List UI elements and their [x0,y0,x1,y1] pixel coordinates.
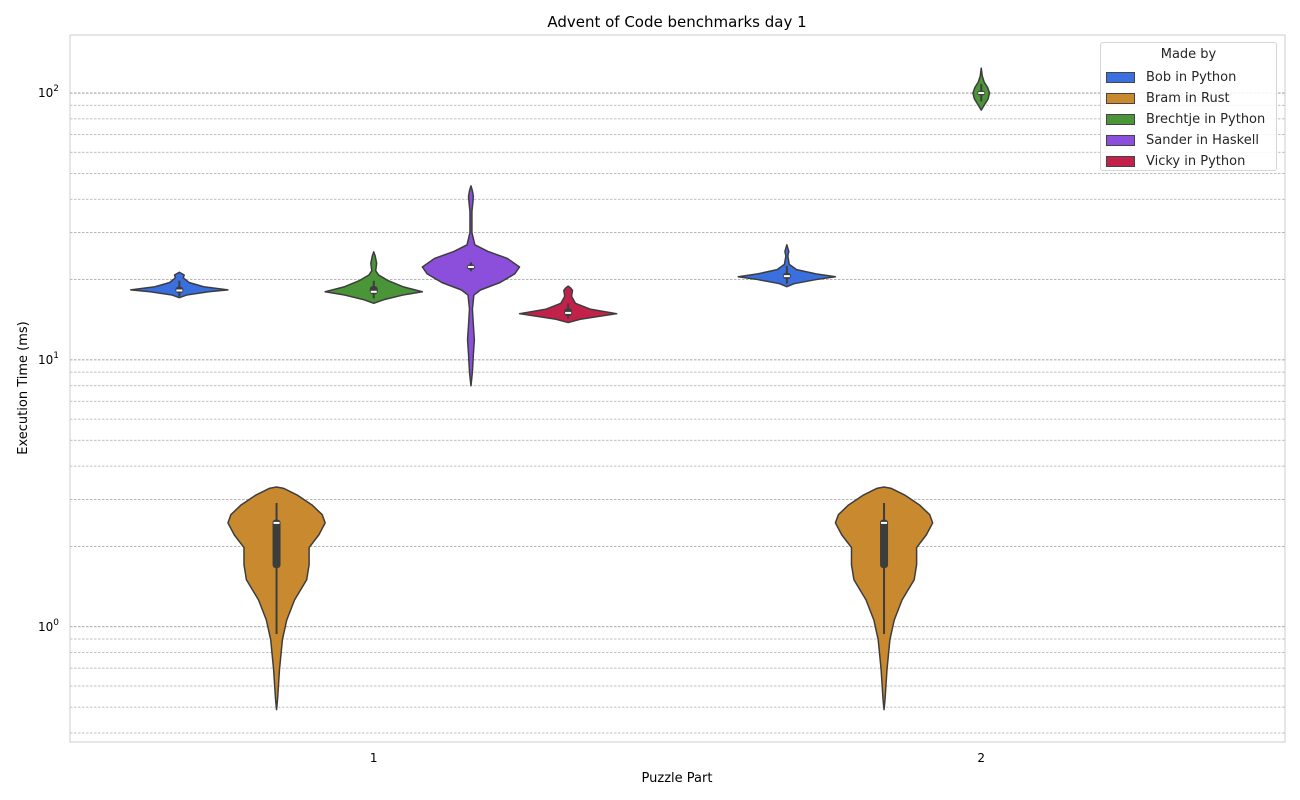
grid-lines [70,92,1285,734]
violin-bob-in-python-part-2 [737,244,837,288]
legend: Made by Bob in Python Bram in Rust Brechtj… [1100,42,1277,171]
violin-median [565,311,572,314]
legend-label: Sander in Haskell [1146,133,1259,148]
violin-bram-in-rust-part-1 [227,486,326,711]
violin-box [880,519,889,569]
legend-swatch [1106,156,1135,167]
legend-item: Sander in Haskell [1101,130,1276,151]
chart-title: Advent of Code benchmarks day 1 [547,13,806,31]
x-tick-label: 2 [977,751,985,765]
legend-swatch [1106,93,1135,104]
violin-brechtje-in-python-part-1 [324,251,424,305]
legend-title: Made by [1160,47,1217,62]
legend-item: Bram in Rust [1101,88,1276,109]
violin-sander-in-haskell-part-1 [421,185,521,387]
x-tick-label: 1 [370,751,378,765]
violin-vicky-in-python-part-1 [518,285,618,324]
violin-bram-in-rust-part-2 [834,486,934,711]
violin-bob-in-python-part-1 [130,271,229,299]
violin-brechtje-in-python-part-2 [972,67,991,111]
violin-median [370,290,377,293]
legend-label: Bram in Rust [1146,91,1230,106]
violin-median [176,289,183,292]
legend-swatch [1106,135,1135,146]
violin-median [881,521,888,524]
y-tick-label: 102 [38,84,59,100]
legend-swatch [1106,114,1135,125]
legend-item: Brechtje in Python [1101,109,1276,130]
y-tick-label: 101 [38,351,59,367]
violin-median [273,521,280,524]
legend-label: Brechtje in Python [1146,112,1266,127]
legend-label: Bob in Python [1146,70,1237,85]
violin-body [737,244,837,288]
y-axis-label: Execution Time (ms) [16,321,31,454]
violin-median [978,92,985,95]
violin-body [421,185,521,387]
violin-median [783,275,790,278]
violin-box [369,286,378,295]
legend-item: Bob in Python [1101,67,1276,88]
legend-swatch [1106,72,1135,83]
legend-item: Vicky in Python [1101,151,1276,172]
violin-box [272,519,281,569]
plot-frame [69,34,1286,743]
violins [130,67,991,711]
y-tick-label: 100 [38,618,59,634]
legend-label: Vicky in Python [1146,154,1246,169]
violin-body [324,251,424,305]
y-tick-labels: 100 101 102 [38,84,59,634]
violin-median [467,265,474,268]
x-axis-label: Puzzle Part [642,771,713,786]
